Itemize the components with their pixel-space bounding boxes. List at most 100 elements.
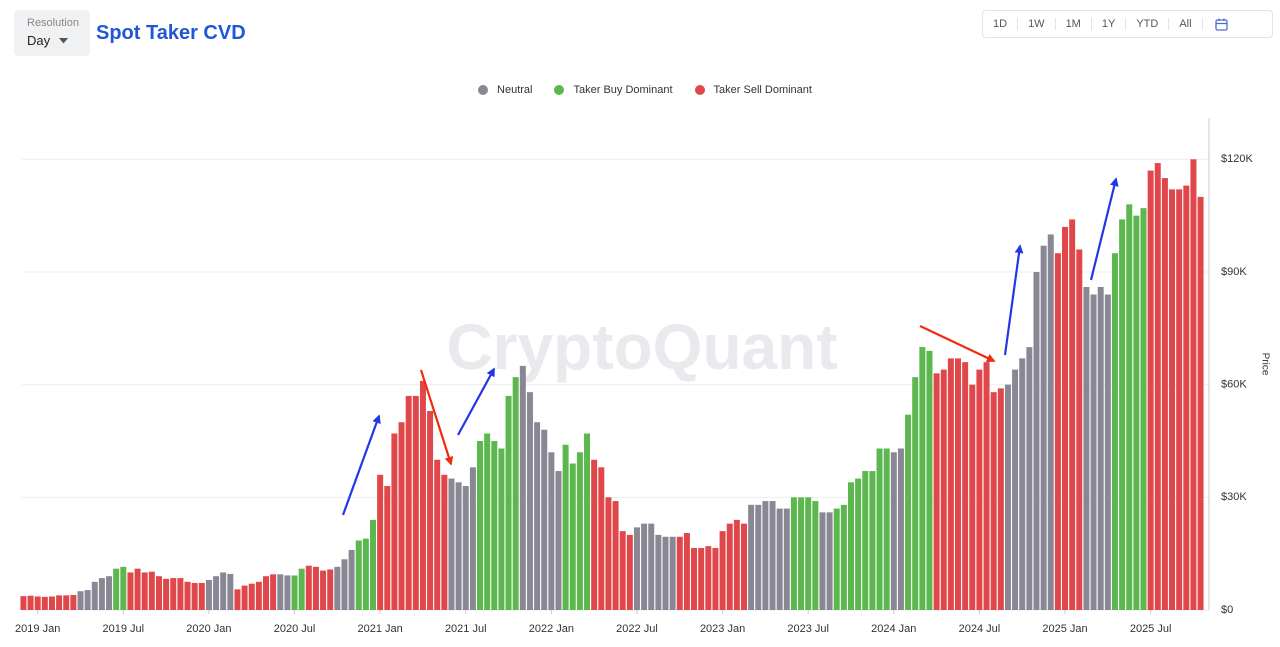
calendar-icon	[1214, 18, 1228, 31]
range-button[interactable]: 1W	[1018, 18, 1056, 30]
bar	[712, 548, 719, 610]
bar	[698, 548, 705, 610]
bar	[455, 482, 462, 610]
bar	[641, 523, 648, 610]
bar	[227, 573, 234, 610]
calendar-button[interactable]	[1203, 18, 1240, 31]
bar	[947, 358, 954, 610]
x-tick-label: 2021 Jul	[445, 623, 487, 635]
bar	[919, 347, 926, 610]
bar	[1161, 178, 1168, 610]
range-button[interactable]: All	[1169, 18, 1203, 30]
resolution-value: Day	[27, 33, 90, 48]
bar	[398, 422, 405, 610]
bar	[198, 582, 205, 610]
bar	[391, 433, 398, 610]
x-tick-label: 2019 Jan	[15, 623, 60, 635]
bar	[419, 380, 426, 610]
arrow	[457, 367, 495, 436]
bar	[890, 452, 897, 610]
bar	[1126, 204, 1133, 610]
bar	[148, 571, 155, 610]
legend-item[interactable]: Neutral	[478, 84, 532, 96]
bar	[876, 448, 883, 610]
bar	[926, 350, 933, 610]
legend-item[interactable]: Taker Sell Dominant	[694, 84, 812, 96]
bar	[1104, 294, 1111, 610]
bar	[213, 576, 220, 610]
x-tick-label: 2020 Jan	[186, 623, 231, 635]
bar	[705, 546, 712, 610]
bar	[897, 448, 904, 610]
bar	[997, 388, 1004, 610]
bar	[377, 474, 384, 610]
legend-label: Taker Sell Dominant	[713, 84, 812, 96]
bar	[1054, 253, 1061, 610]
bar	[113, 568, 120, 610]
bar	[91, 581, 98, 610]
bar	[134, 568, 141, 610]
bar	[477, 440, 484, 610]
range-button[interactable]: YTD	[1126, 18, 1170, 30]
bar	[1083, 287, 1090, 610]
bar	[1154, 163, 1161, 610]
bar	[769, 501, 776, 610]
bar	[826, 512, 833, 610]
x-tick-label: 2019 Jul	[103, 623, 145, 635]
bar	[1019, 358, 1026, 610]
bar	[1004, 384, 1011, 610]
bar	[976, 369, 983, 610]
bar	[163, 578, 170, 610]
bar	[912, 377, 919, 610]
bar	[855, 478, 862, 610]
range-button[interactable]: 1Y	[1092, 18, 1127, 30]
legend-item[interactable]: Taker Buy Dominant	[554, 84, 673, 96]
bar	[662, 536, 669, 610]
bar	[248, 583, 255, 610]
x-tick-label: 2021 Jan	[358, 623, 403, 635]
bar	[983, 362, 990, 610]
y-tick-label: $120K	[1221, 153, 1253, 165]
bar	[512, 377, 519, 610]
legend-label: Neutral	[497, 84, 533, 96]
bar	[362, 538, 369, 610]
bar	[691, 548, 698, 610]
bar	[1147, 170, 1154, 611]
arrow	[1003, 244, 1024, 356]
resolution-label: Resolution	[27, 17, 79, 29]
x-tick-label: 2024 Jan	[871, 623, 916, 635]
bar	[1119, 219, 1126, 610]
bar	[605, 497, 612, 610]
bar	[1197, 196, 1204, 610]
bar	[505, 395, 512, 610]
bar	[348, 549, 355, 610]
bar	[1026, 347, 1033, 610]
bar	[155, 576, 162, 610]
bar	[598, 467, 605, 610]
range-button[interactable]: 1M	[1056, 18, 1092, 30]
resolution-selector[interactable]: Resolution Day	[14, 10, 90, 56]
bar	[955, 358, 962, 610]
y-tick-label: $0	[1221, 604, 1233, 616]
range-button[interactable]: 1D	[983, 18, 1019, 30]
bar	[491, 440, 498, 610]
bar	[462, 486, 469, 610]
bar	[241, 585, 248, 610]
bar	[277, 574, 284, 610]
chart-title: Spot Taker CVD	[96, 22, 246, 44]
bar	[262, 576, 269, 610]
bar	[370, 519, 376, 610]
bar	[127, 572, 134, 610]
bar	[305, 565, 312, 610]
bar	[205, 579, 212, 610]
legend-label: Taker Buy Dominant	[573, 84, 673, 96]
bar	[1133, 215, 1140, 610]
bar	[790, 497, 797, 610]
bar	[220, 572, 227, 610]
bar	[990, 392, 997, 610]
x-tick-label: 2025 Jul	[1130, 623, 1172, 635]
bars	[20, 159, 1204, 611]
bar	[905, 414, 912, 610]
bar	[1076, 249, 1083, 610]
